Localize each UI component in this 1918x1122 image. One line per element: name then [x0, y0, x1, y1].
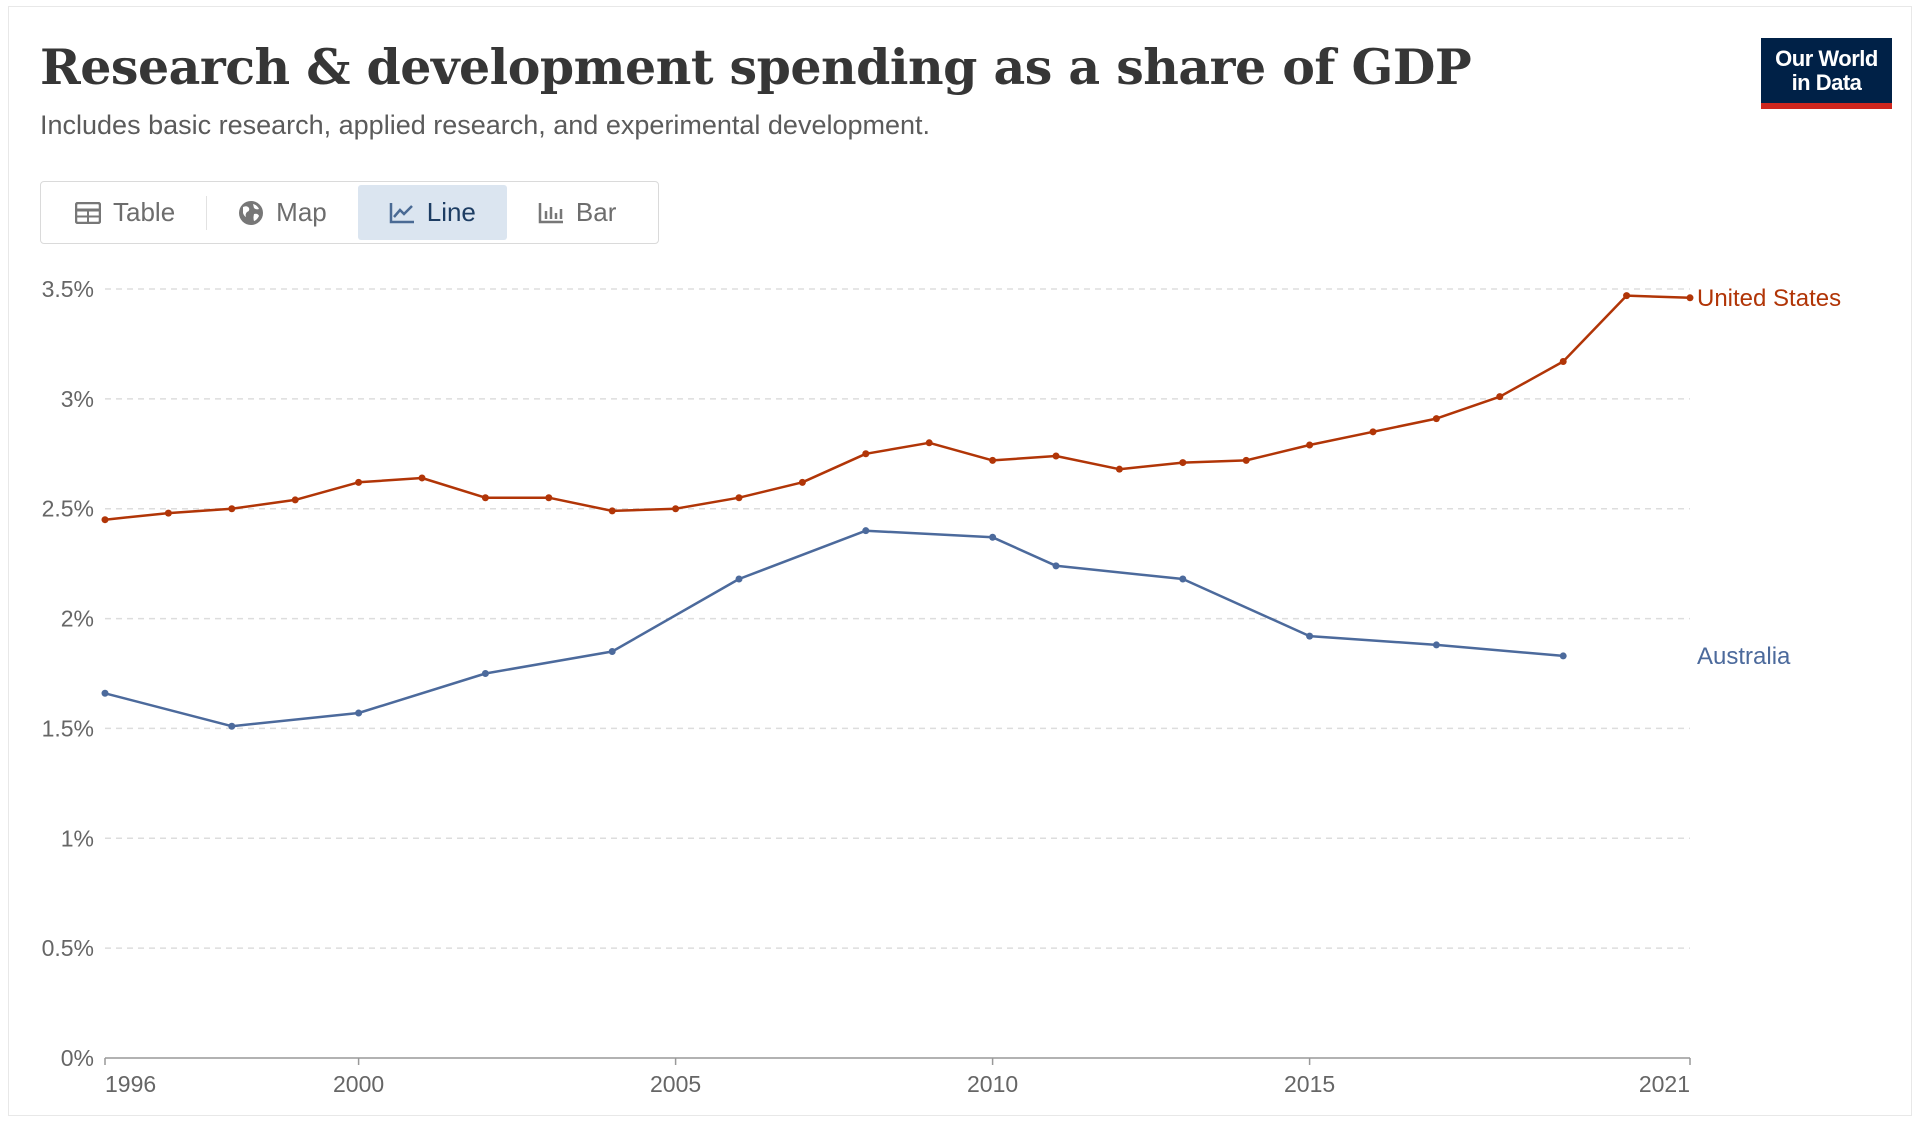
logo-line-2: in Data: [1791, 69, 1862, 95]
tab-table[interactable]: Table: [44, 185, 206, 240]
data-point[interactable]: [1559, 652, 1567, 660]
data-point[interactable]: [1369, 428, 1377, 436]
data-point[interactable]: [228, 505, 236, 513]
tab-map-label: Map: [276, 197, 327, 227]
y-tick-label: 1%: [61, 825, 94, 851]
logo-line-1: Our World: [1775, 45, 1878, 71]
tab-line-label: Line: [426, 197, 476, 227]
chart-title: Research & development spending as a sha…: [40, 38, 1472, 96]
data-point[interactable]: [355, 709, 363, 717]
tab-map[interactable]: Map: [207, 185, 358, 240]
data-point[interactable]: [101, 516, 109, 524]
data-point[interactable]: [989, 533, 997, 541]
data-point[interactable]: [989, 456, 997, 464]
globe-icon: [239, 200, 264, 225]
data-point[interactable]: [1052, 452, 1060, 460]
y-tick-label: 3.5%: [42, 276, 94, 302]
series-line-australia[interactable]: [104, 529, 1564, 728]
owid-logo[interactable]: Our World in Data: [1761, 38, 1892, 109]
y-tick-label: 2%: [61, 606, 94, 632]
series-line-united-states[interactable]: [104, 294, 1691, 521]
data-point[interactable]: [862, 450, 870, 458]
bar-chart-icon: [538, 202, 563, 223]
y-tick-label: 0.5%: [42, 935, 94, 961]
data-point[interactable]: [164, 509, 172, 517]
data-point[interactable]: [1686, 294, 1694, 302]
axes: 0% 0.5% 1% 1.5% 2% 2.5% 3% 3.5% 1996 2000 2005 2010…: [42, 276, 1691, 1097]
data-point[interactable]: [1115, 465, 1123, 473]
x-tick-label: 2000: [333, 1071, 384, 1097]
data-point[interactable]: [1496, 393, 1504, 401]
data-point[interactable]: [481, 670, 489, 677]
y-tick-label: 1.5%: [42, 715, 94, 741]
data-point[interactable]: [1179, 575, 1187, 583]
data-point[interactable]: [545, 494, 553, 502]
data-point[interactable]: [291, 496, 299, 504]
tab-table-label: Table: [113, 197, 176, 227]
data-point[interactable]: [798, 478, 806, 486]
x-tick-label: 2015: [1284, 1071, 1335, 1097]
data-point[interactable]: [1242, 456, 1250, 464]
tab-bar-label: Bar: [575, 197, 617, 227]
y-tick-label: 3%: [61, 386, 94, 412]
table-icon: [75, 201, 101, 224]
series-lines: [101, 292, 1694, 730]
data-point[interactable]: [481, 494, 489, 502]
line-chart-icon: [389, 202, 414, 223]
data-point[interactable]: [1432, 641, 1440, 649]
data-point[interactable]: [1306, 441, 1314, 449]
data-point[interactable]: [862, 527, 870, 535]
data-point[interactable]: [101, 689, 109, 697]
chart-subtitle: Includes basic research, applied researc…: [40, 110, 931, 140]
data-point[interactable]: [355, 478, 363, 486]
data-point[interactable]: [1432, 415, 1440, 423]
data-point[interactable]: [672, 505, 680, 513]
series-labels: United States Australia: [1697, 285, 1841, 670]
gridlines: [105, 288, 1690, 949]
data-point[interactable]: [735, 575, 743, 583]
view-tabs: Table Map Line Bar: [40, 181, 659, 244]
data-point[interactable]: [1052, 562, 1060, 570]
data-point[interactable]: [1306, 632, 1314, 640]
data-point[interactable]: [735, 494, 743, 502]
data-point[interactable]: [1623, 292, 1631, 300]
series-label-australia[interactable]: Australia: [1697, 643, 1791, 670]
tab-bar[interactable]: Bar: [507, 185, 647, 240]
series-label-united-states[interactable]: United States: [1697, 285, 1841, 312]
data-point[interactable]: [608, 507, 616, 515]
data-point[interactable]: [1179, 459, 1187, 467]
x-tick-label: 1996: [105, 1071, 156, 1097]
data-point[interactable]: [418, 474, 426, 482]
data-point[interactable]: [608, 648, 616, 656]
chart-frame: [8, 6, 1912, 1116]
data-point[interactable]: [925, 439, 933, 447]
data-point[interactable]: [228, 722, 236, 730]
tab-separator: [206, 195, 208, 230]
x-tick-label: 2010: [967, 1071, 1018, 1097]
y-tick-label: 2.5%: [42, 496, 94, 522]
y-tick-label: 0%: [61, 1045, 94, 1071]
data-point[interactable]: [1559, 358, 1567, 366]
x-tick-label: 2005: [650, 1071, 701, 1097]
tab-line[interactable]: Line: [357, 185, 507, 240]
x-tick-label: 2021: [1639, 1071, 1690, 1097]
